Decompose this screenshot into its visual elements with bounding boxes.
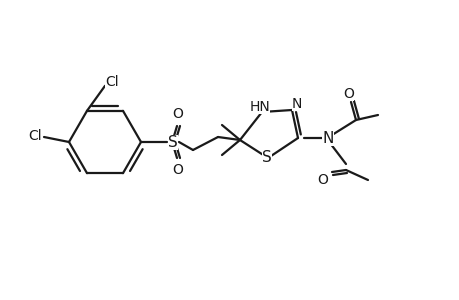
Text: O: O bbox=[317, 173, 328, 187]
Text: N: N bbox=[322, 130, 333, 146]
Text: S: S bbox=[168, 134, 178, 149]
Text: HN: HN bbox=[249, 100, 270, 114]
Text: O: O bbox=[172, 107, 183, 121]
Text: O: O bbox=[172, 163, 183, 177]
Text: N: N bbox=[291, 97, 302, 111]
Text: Cl: Cl bbox=[28, 129, 42, 143]
Text: S: S bbox=[262, 149, 271, 164]
Text: O: O bbox=[343, 87, 354, 101]
Text: Cl: Cl bbox=[105, 75, 118, 89]
